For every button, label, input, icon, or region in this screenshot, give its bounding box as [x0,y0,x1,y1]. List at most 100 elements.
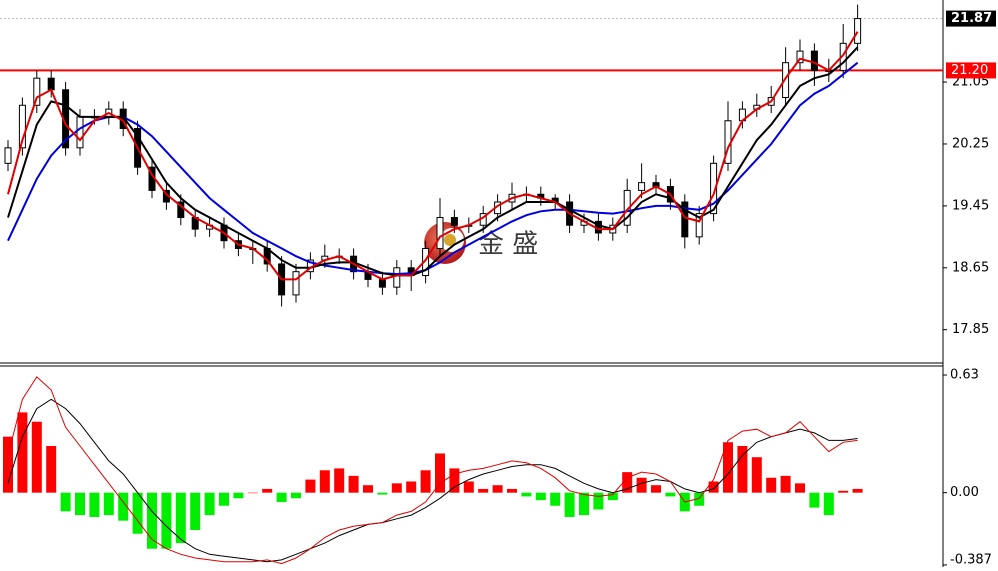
candle-body [378,278,386,288]
histogram-bar [507,488,517,493]
candle-body [782,62,790,99]
histogram-bar [694,492,705,506]
histogram-bar [708,481,719,493]
indicator-line [7,46,859,277]
y-tick-label: 17.85 [952,322,989,337]
candle-body [4,147,12,164]
histogram-bar [46,445,57,493]
axis: 21.0520.2519.4518.6517.8521.8721.200.630… [943,10,996,568]
y-tick-label: 0.63 [950,368,979,383]
candle-body [681,201,689,238]
histogram-bar [521,492,532,497]
histogram-bar [579,492,589,516]
level-label: 21.20 [951,63,988,78]
y-tick-label: -0.387 [950,553,992,568]
histogram-bar [31,421,42,493]
histogram-bar [809,492,820,508]
histogram-bar [420,470,431,493]
histogram-bar [766,477,777,493]
histogram-bar [550,492,561,506]
histogram-bar [3,436,13,493]
histogram-bar [492,485,503,493]
histogram-bar [751,457,762,493]
candle-body [710,162,718,215]
indicator-line [7,376,858,565]
histogram-bar [391,483,402,493]
candle-body [810,50,818,71]
candle-body [292,271,300,296]
price-panel [0,4,943,307]
candle-body [436,216,444,249]
last-price-box [946,10,996,27]
candle-body [796,50,804,64]
histogram-bar [463,481,474,493]
histogram-bar [363,485,373,493]
histogram-bar [190,492,201,531]
histogram-bar [838,490,849,493]
histogram-bar [291,492,301,499]
histogram-bar [89,492,100,517]
candle-body [33,77,41,106]
last-price-label: 21.87 [951,11,992,26]
histogram-bar [737,445,748,493]
histogram-bar [406,481,417,493]
indicator-line [7,61,859,276]
indicator-line [7,31,859,281]
histogram-bar [118,492,129,521]
histogram-bar [449,468,460,493]
histogram-bar [147,492,157,549]
histogram-bar [564,492,575,517]
histogram-bar [823,492,834,516]
histogram-bar [276,492,287,503]
y-tick-label: 0.00 [950,485,979,500]
histogram-bar [132,492,143,534]
histogram-bar [723,442,733,493]
histogram-bar [305,479,316,493]
histogram-bar [262,488,273,493]
histogram-bar [161,492,172,549]
histogram-bar [607,492,618,501]
histogram-bar [651,485,661,493]
histogram-bar [435,453,445,493]
histogram-bar [334,468,345,493]
histogram-bar [348,475,359,493]
candle-body [177,201,185,218]
histogram-bar [219,492,229,506]
histogram-bar [175,492,186,544]
histogram-bar [780,475,791,493]
histogram-bar [75,492,85,516]
histogram-bar [103,492,114,516]
histogram-bar [60,492,71,512]
candle-body [393,267,401,288]
candle-body [47,77,55,91]
histogram-bar [593,492,604,510]
histogram-bar [795,483,805,493]
histogram-bar [319,470,330,493]
y-tick-label: 19.45 [952,198,989,213]
histogram-bar [478,488,489,493]
watermark-logo [444,234,456,246]
candle-body [450,216,458,226]
level-box [946,62,996,79]
histogram-bar [204,492,215,516]
y-tick-label: 20.25 [952,136,989,151]
histogram-bar [636,477,647,493]
macd-panel [3,376,863,565]
histogram-bar [17,412,28,493]
indicator-line [7,398,858,563]
histogram-bar [535,492,546,501]
histogram-bar [377,492,388,495]
candle-body [18,104,26,149]
candle-body [854,18,862,44]
histogram-bar [665,492,676,497]
candle-body [638,182,646,191]
histogram-bar [247,492,258,494]
histogram-bar [852,488,863,493]
candle-body [695,213,703,238]
y-tick-label: 18.65 [952,260,989,275]
histogram-bar [622,472,633,493]
histogram-bar [233,492,244,499]
